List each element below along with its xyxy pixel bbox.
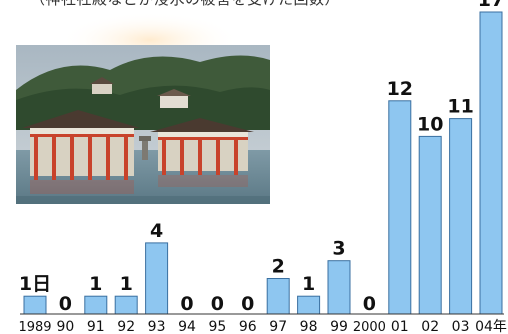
tick-labels-group: 1989 90 91 92 93 94 95 96 97 98 99 2000 01 02 03 04年 xyxy=(18,319,506,334)
tick-label-99: 99 xyxy=(330,319,348,334)
value-label-2000: 0 xyxy=(363,293,376,315)
tick-label-91: 91 xyxy=(87,319,105,334)
tick-label-90: 90 xyxy=(56,319,74,334)
bar-01 xyxy=(388,100,412,315)
shrine-photo-icon xyxy=(16,45,270,204)
value-label-95: 0 xyxy=(211,293,224,315)
tick-label-94: 94 xyxy=(178,319,196,334)
tick-label-2000: 2000 xyxy=(353,320,386,334)
value-label-97: 2 xyxy=(272,256,285,278)
value-label-96: 0 xyxy=(241,293,254,315)
value-label-93: 4 xyxy=(150,220,163,242)
tick-label-98: 98 xyxy=(300,319,318,334)
tick-label-95: 95 xyxy=(208,319,226,334)
bar-92 xyxy=(114,295,138,315)
tick-label-01: 01 xyxy=(391,319,409,334)
bars-group xyxy=(20,11,504,315)
tick-label-97: 97 xyxy=(269,319,287,334)
bar-03 xyxy=(449,118,473,315)
value-label-1989: 1日 xyxy=(19,273,51,295)
chart-subtitle: （神社社殿などが浸水の被害を受けた回数） xyxy=(0,0,460,12)
bar-98 xyxy=(297,295,321,315)
tick-label-92: 92 xyxy=(117,319,135,334)
tick-label-02: 02 xyxy=(421,319,439,334)
value-label-01: 12 xyxy=(387,78,413,100)
tick-label-1989: 1989 xyxy=(18,320,51,334)
value-label-98: 1 xyxy=(302,273,315,295)
bar-91 xyxy=(84,295,108,315)
bar-99 xyxy=(327,260,351,315)
value-label-03: 11 xyxy=(447,96,473,118)
value-label-90: 0 xyxy=(59,293,72,315)
tick-label-04年: 04年 xyxy=(475,319,507,334)
bar-1989 xyxy=(23,295,47,315)
bar-93 xyxy=(145,242,169,315)
value-label-94: 0 xyxy=(180,293,193,315)
value-label-02: 10 xyxy=(417,113,443,135)
value-label-91: 1 xyxy=(89,273,102,295)
tick-label-93: 93 xyxy=(148,319,166,334)
chart-subtitle-text: （神社社殿などが浸水の被害を受けた回数） xyxy=(0,0,340,9)
value-label-04年: 17 xyxy=(478,0,504,11)
bar-97 xyxy=(266,278,290,315)
value-label-92: 1 xyxy=(120,273,133,295)
value-label-99: 3 xyxy=(332,238,345,260)
tick-label-03: 03 xyxy=(452,319,470,334)
bar-02 xyxy=(418,135,442,315)
bar-04年 xyxy=(479,11,503,315)
tick-label-96: 96 xyxy=(239,319,257,334)
